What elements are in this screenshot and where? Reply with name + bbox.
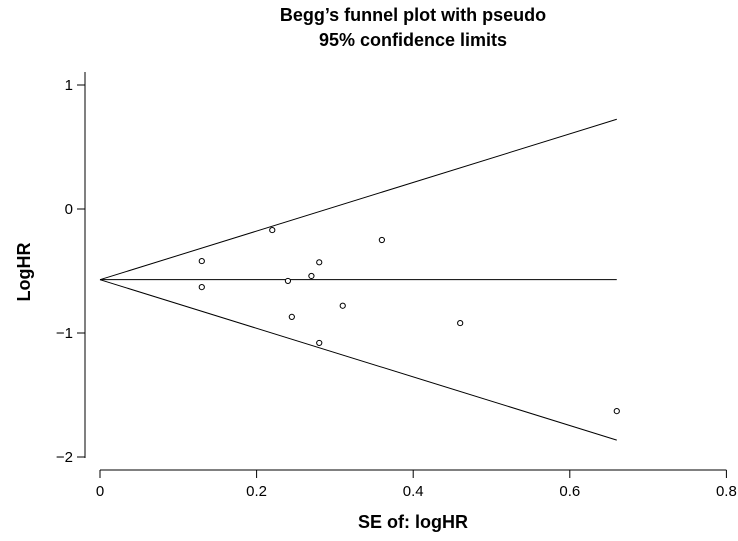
lower-confidence-limit-line [99,279,617,441]
chart-title-line-2: 95% confidence limits [319,30,507,50]
data-point [316,339,323,347]
x-tick-label: 0.2 [246,483,267,500]
data-point [269,226,276,234]
y-tick-label: −2 [56,449,73,466]
data-point [198,284,205,291]
chart-title-line-1: Begg’s funnel plot with pseudo [280,5,546,25]
y-axis-label: LogHR [14,243,34,302]
x-axis-label: SE of: logHR [358,512,468,532]
data-point [613,408,620,415]
data-point [198,257,205,265]
x-tick-label: 0.4 [403,483,424,500]
data-point [284,277,292,285]
data-point [339,302,346,309]
x-tick-label: 0.8 [716,483,737,500]
data-point [288,313,295,320]
plot-area: 1 0 −1 −2 0 0.2 0.4 0.6 0.8 [56,72,737,500]
data-point [316,259,323,266]
y-tick-label: −1 [56,325,73,342]
upper-confidence-limit-line [99,118,617,281]
x-tick-label: 0 [96,483,104,500]
data-point [457,319,464,327]
y-tick-label: 1 [65,77,73,94]
data-point [378,236,385,244]
data-point [308,272,315,280]
y-tick-label: 0 [65,201,73,218]
x-tick-label: 0.6 [559,483,580,500]
